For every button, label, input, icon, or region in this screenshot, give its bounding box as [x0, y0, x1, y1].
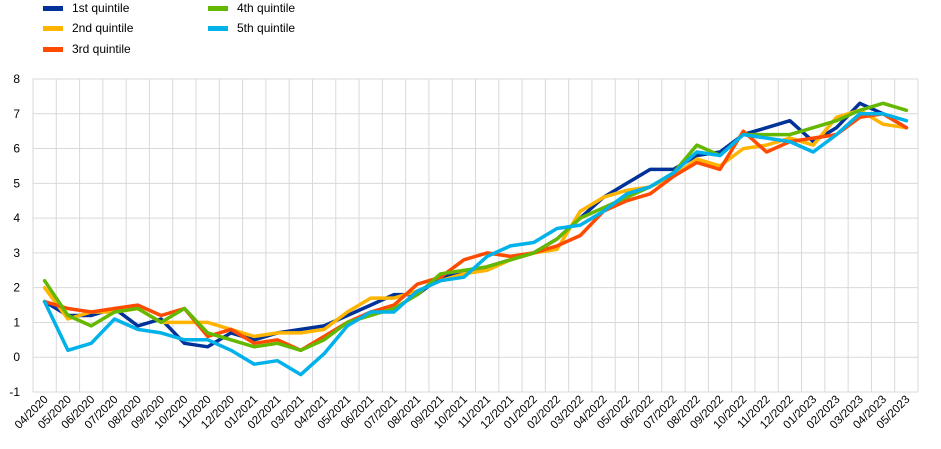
y-tick-label: -1	[9, 385, 20, 399]
legend-item-2nd-quintile: 2nd quintile	[43, 20, 133, 36]
series-lines	[42, 101, 909, 377]
y-axis-tick-labels: -1 0 1 2 3 4 5 6 7 8	[9, 72, 20, 399]
legend-label-1st-quintile: 1st quintile	[72, 1, 130, 15]
legend-swatch-4th-quintile	[208, 5, 228, 11]
legend-item-5th-quintile: 5th quintile	[208, 20, 295, 36]
legend-swatch-2nd-quintile	[43, 25, 63, 31]
y-tick-label: 7	[13, 107, 20, 121]
legend-label-3rd-quintile: 3rd quintile	[72, 42, 131, 56]
legend-label-5th-quintile: 5th quintile	[237, 21, 296, 35]
legend-swatch-1st-quintile	[43, 5, 63, 11]
y-tick-label: 4	[13, 211, 20, 225]
legend-swatch-5th-quintile	[208, 25, 228, 31]
y-tick-label: 1	[13, 315, 20, 329]
y-tick-label: 5	[13, 176, 20, 190]
legend-item-1st-quintile: 1st quintile	[43, 0, 129, 16]
grid	[32, 78, 919, 393]
series-line-5	[42, 112, 909, 377]
legend-item-4th-quintile: 4th quintile	[208, 0, 295, 16]
x-axis-tick-labels: 04/202005/202006/202007/202008/202009/20…	[13, 394, 913, 432]
legend-label-2nd-quintile: 2nd quintile	[72, 21, 134, 35]
series-line-2	[42, 108, 909, 339]
y-tick-label: 0	[13, 350, 20, 364]
y-tick-label: 6	[13, 142, 20, 156]
legend-label-4th-quintile: 4th quintile	[237, 1, 296, 15]
legend-item-3rd-quintile: 3rd quintile	[43, 41, 131, 57]
y-tick-label: 2	[13, 281, 20, 295]
y-tick-label: 8	[13, 72, 20, 86]
y-tick-label: 3	[13, 246, 20, 260]
legend-swatch-3rd-quintile	[43, 46, 63, 52]
